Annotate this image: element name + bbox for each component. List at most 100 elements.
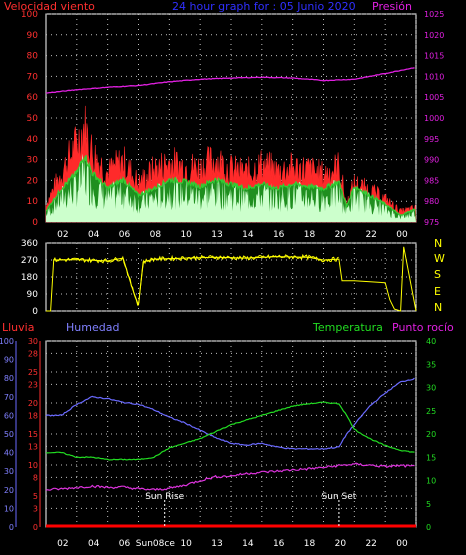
rain-title: Lluvia xyxy=(2,321,34,334)
wind-x-tick: 06 xyxy=(119,230,131,240)
wind-x-tick: 13 xyxy=(211,230,222,240)
temp-y-tick: 10 xyxy=(426,477,436,486)
humidity-y-tick: 60 xyxy=(4,411,14,420)
temperature-line xyxy=(45,401,415,461)
humidity-x-tick: 14 xyxy=(242,539,254,549)
pressure-y-tick: 975 xyxy=(424,218,439,227)
humidity-y-tick: 80 xyxy=(4,374,14,383)
pressure-y-tick: 1010 xyxy=(424,72,444,81)
rain-y-tick: 15 xyxy=(28,430,38,439)
humidity-x-tick: 16 xyxy=(273,539,285,549)
wind-y-tick: 40 xyxy=(27,135,39,145)
humidity-x-tick: 02 xyxy=(57,539,68,549)
humidity-x-tick: Sun08ce xyxy=(136,539,176,549)
rain-y-tick: 30 xyxy=(28,337,38,346)
direction-y-tick: 90 xyxy=(27,290,39,300)
humidity-y-tick: 40 xyxy=(4,449,14,458)
wind-title: Velocidad viento xyxy=(4,0,95,13)
humidity-y-tick: 30 xyxy=(4,467,14,476)
wind-y-tick: 60 xyxy=(27,93,39,103)
rain-y-tick: 0 xyxy=(33,523,38,532)
pressure-y-tick: 990 xyxy=(424,156,439,165)
rain-y-tick: 8 xyxy=(33,473,38,482)
wind-y-tick: 10 xyxy=(27,197,39,207)
rain-y-tick: 23 xyxy=(28,380,38,389)
light-wind-band xyxy=(46,153,416,222)
temp-y-tick: 0 xyxy=(426,523,431,532)
pressure-y-tick: 985 xyxy=(424,176,439,185)
humidity-title: Humedad xyxy=(66,321,119,334)
wind-x-tick: 18 xyxy=(304,230,316,240)
humidity-x-tick: 18 xyxy=(304,539,316,549)
direction-compass-label: N xyxy=(434,237,442,250)
humidity-x-tick: 00 xyxy=(396,539,408,549)
humidity-x-tick: 22 xyxy=(365,539,376,549)
rain-y-tick: 25 xyxy=(28,368,38,377)
wind-x-tick: 02 xyxy=(57,230,68,240)
pressure-y-tick: 980 xyxy=(424,197,439,206)
temp-y-tick: 40 xyxy=(426,337,436,346)
humidity-x-tick: 13 xyxy=(211,539,222,549)
temp-y-tick: 30 xyxy=(426,384,436,393)
temp-y-tick: 5 xyxy=(426,500,431,509)
rain-y-tick: 28 xyxy=(28,349,38,358)
temp-y-tick: 35 xyxy=(426,360,436,369)
humidity-x-tick: 20 xyxy=(335,539,347,549)
rain-y-tick: 13 xyxy=(28,442,38,451)
direction-y-tick: 0 xyxy=(32,307,38,317)
wind-y-tick: 90 xyxy=(27,31,39,41)
pressure-y-tick: 1025 xyxy=(424,10,444,19)
pressure-y-tick: 1005 xyxy=(424,93,444,102)
wind-x-tick: 22 xyxy=(365,230,376,240)
wind-x-tick: 10 xyxy=(180,230,192,240)
humidity-y-tick: 100 xyxy=(0,337,14,346)
pressure-title: Presión xyxy=(372,0,412,13)
direction-compass-label: W xyxy=(434,252,445,265)
pressure-y-tick: 1000 xyxy=(424,114,444,123)
humidity-x-tick: 10 xyxy=(180,539,192,549)
rain-y-tick: 5 xyxy=(33,492,38,501)
wind-x-tick: 00 xyxy=(396,230,408,240)
rain-y-tick: 3 xyxy=(33,504,38,513)
direction-compass-label: S xyxy=(434,268,441,281)
rain-y-tick: 10 xyxy=(28,461,38,470)
direction-y-tick: 270 xyxy=(21,256,38,266)
wind-x-tick: 08 xyxy=(150,230,162,240)
direction-y-tick: 180 xyxy=(21,273,38,283)
sunrise-label: Sun Rise xyxy=(145,492,184,502)
wind-y-tick: 20 xyxy=(27,176,39,186)
sunset-label: Sun Set xyxy=(322,492,357,502)
pressure-y-tick: 995 xyxy=(424,135,439,144)
rain-y-tick: 20 xyxy=(28,399,38,408)
humidity-line xyxy=(45,377,415,451)
direction-y-tick: 360 xyxy=(21,239,38,249)
wind-y-tick: 50 xyxy=(27,114,39,124)
humidity-x-tick: 06 xyxy=(119,539,131,549)
humidity-y-tick: 50 xyxy=(4,430,14,439)
wind-y-tick: 70 xyxy=(27,72,39,82)
direction-line xyxy=(46,246,417,312)
wind-x-tick: 14 xyxy=(242,230,254,240)
humidity-y-tick: 10 xyxy=(4,504,14,513)
pressure-line xyxy=(45,67,415,94)
humidity-y-tick: 0 xyxy=(9,523,14,532)
wind-y-tick: 30 xyxy=(27,156,39,166)
direction-jitter-line xyxy=(53,253,339,307)
wind-y-tick: 80 xyxy=(27,52,39,62)
rain-y-tick: 18 xyxy=(28,411,38,420)
humidity-y-tick: 20 xyxy=(4,486,14,495)
temp-y-tick: 20 xyxy=(426,430,436,439)
wind-x-tick: 16 xyxy=(273,230,285,240)
pressure-y-tick: 1015 xyxy=(424,52,444,61)
wind-y-tick: 100 xyxy=(21,10,38,20)
temp-y-tick: 25 xyxy=(426,407,436,416)
humidity-x-tick: 04 xyxy=(88,539,100,549)
wind-x-tick: 04 xyxy=(88,230,100,240)
dew-title: Punto rocío xyxy=(392,321,454,334)
pressure-y-tick: 1020 xyxy=(424,31,444,40)
direction-compass-label: N xyxy=(434,301,442,314)
chart-title: 24 hour graph for : 05 Junio 2020 xyxy=(172,0,356,13)
humidity-y-tick: 70 xyxy=(4,393,14,402)
wind-y-tick: 0 xyxy=(32,218,38,228)
